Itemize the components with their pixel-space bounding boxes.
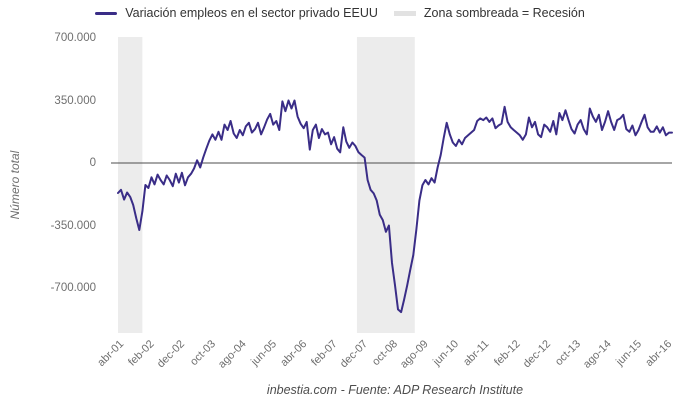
y-tick-label: 0 xyxy=(89,157,96,169)
recession-band xyxy=(118,37,143,333)
y-tick-label: 700.000 xyxy=(54,32,96,44)
employment-line xyxy=(117,99,673,314)
recession-legend-label: Zona sombreada = Recesión xyxy=(423,6,585,20)
legend-item-recession: Zona sombreada = Recesión xyxy=(393,6,585,20)
y-tick-label: -700.000 xyxy=(50,282,96,294)
series-legend-label: Variación empleos en el sector privado E… xyxy=(125,6,378,20)
legend-item-series: Variación empleos en el sector privado E… xyxy=(95,6,378,20)
source-caption: inbestia.com - Fuente: ADP Research Inst… xyxy=(266,383,524,397)
legend: Variación empleos en el sector privado E… xyxy=(0,6,680,20)
recession-band-swatch-icon xyxy=(393,10,416,16)
series-line-swatch-icon xyxy=(95,11,118,15)
y-tick-label: -350.000 xyxy=(50,219,96,232)
recession-band xyxy=(356,37,415,333)
y-tick-label: 350.000 xyxy=(54,94,96,107)
